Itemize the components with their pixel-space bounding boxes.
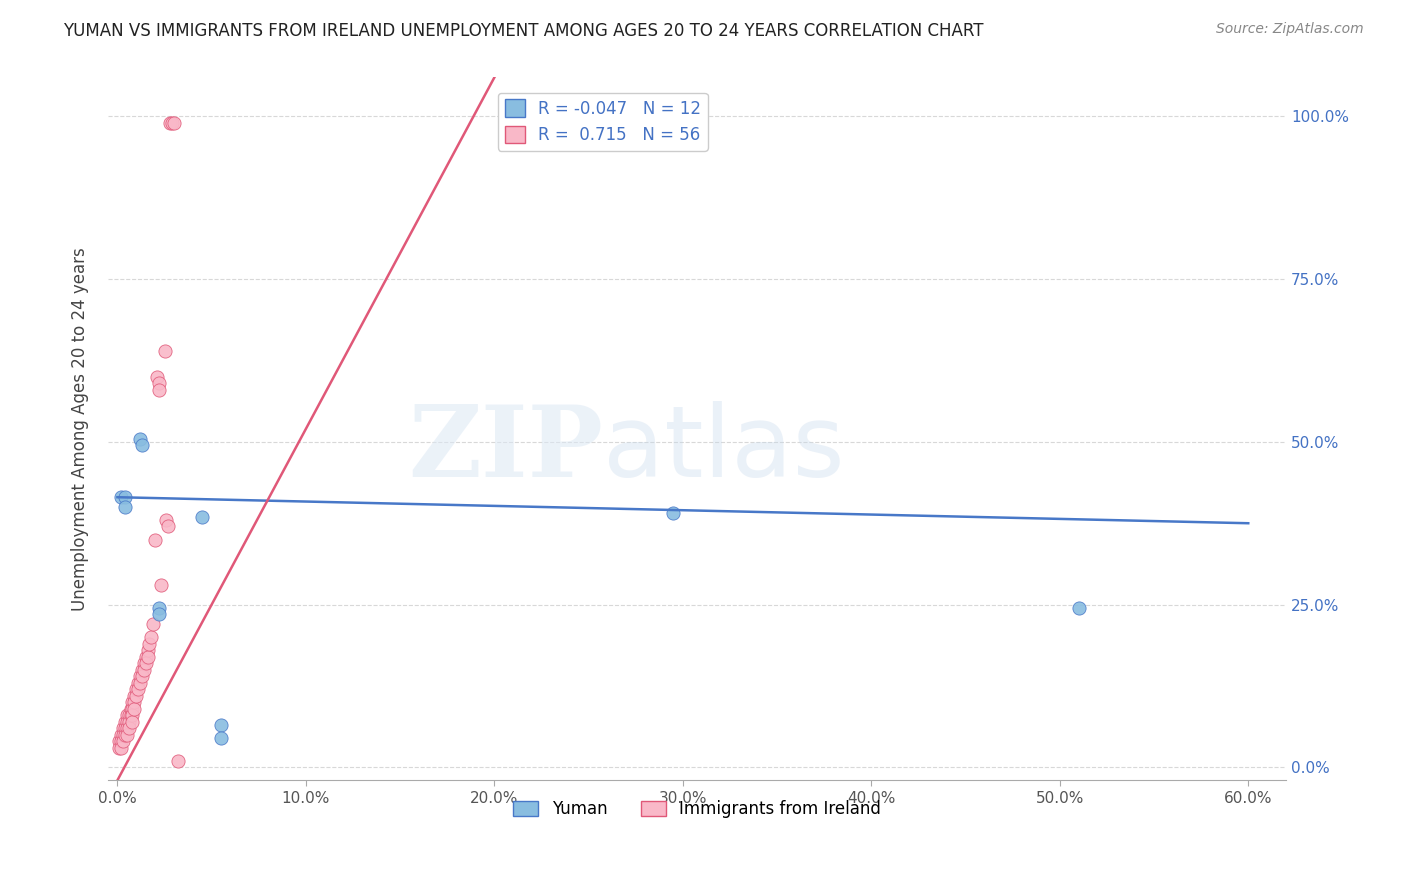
Point: [160, 116, 183, 130]
Point: [191, 509, 214, 524]
Point: [148, 376, 170, 391]
Point: [209, 718, 232, 732]
Text: atlas: atlas: [603, 401, 845, 499]
Text: Source: ZipAtlas.com: Source: ZipAtlas.com: [1216, 22, 1364, 37]
Text: ZIP: ZIP: [408, 401, 603, 499]
Point: [146, 369, 169, 384]
Point: [115, 721, 138, 735]
Point: [114, 490, 136, 504]
Y-axis label: Unemployment Among Ages 20 to 24 years: Unemployment Among Ages 20 to 24 years: [72, 247, 89, 611]
Point: [129, 675, 152, 690]
Point: [163, 116, 186, 130]
Point: [120, 702, 142, 716]
Point: [108, 734, 131, 748]
Point: [118, 708, 141, 723]
Point: [148, 600, 170, 615]
Point: [136, 649, 159, 664]
Point: [121, 708, 143, 723]
Text: YUMAN VS IMMIGRANTS FROM IRELAND UNEMPLOYMENT AMONG AGES 20 TO 24 YEARS CORRELAT: YUMAN VS IMMIGRANTS FROM IRELAND UNEMPLO…: [63, 22, 984, 40]
Point: [125, 682, 148, 697]
Point: [209, 731, 232, 745]
Point: [166, 754, 188, 768]
Point: [129, 432, 152, 446]
Point: [110, 740, 132, 755]
Point: [124, 695, 146, 709]
Point: [115, 708, 138, 723]
Point: [148, 607, 170, 622]
Point: [114, 728, 136, 742]
Point: [131, 663, 153, 677]
Point: [121, 714, 143, 729]
Point: [142, 617, 165, 632]
Point: [112, 734, 135, 748]
Point: [135, 656, 157, 670]
Point: [127, 682, 149, 697]
Point: [112, 721, 135, 735]
Point: [112, 728, 135, 742]
Legend: Yuman, Immigrants from Ireland: Yuman, Immigrants from Ireland: [506, 793, 887, 825]
Point: [141, 630, 163, 644]
Point: [114, 721, 136, 735]
Point: [110, 728, 132, 742]
Point: [138, 637, 160, 651]
Point: [121, 702, 143, 716]
Point: [114, 500, 136, 514]
Point: [127, 675, 149, 690]
Point: [118, 721, 141, 735]
Point: [148, 383, 170, 397]
Point: [110, 490, 132, 504]
Point: [121, 695, 143, 709]
Point: [662, 507, 685, 521]
Point: [131, 438, 153, 452]
Point: [124, 689, 146, 703]
Point: [1067, 600, 1090, 615]
Point: [115, 728, 138, 742]
Point: [124, 702, 146, 716]
Point: [115, 714, 138, 729]
Point: [136, 643, 159, 657]
Point: [110, 734, 132, 748]
Point: [149, 578, 172, 592]
Point: [108, 740, 131, 755]
Point: [125, 689, 148, 703]
Point: [157, 519, 180, 533]
Point: [118, 714, 141, 729]
Point: [132, 656, 155, 670]
Point: [129, 669, 152, 683]
Point: [143, 533, 166, 547]
Point: [131, 669, 153, 683]
Point: [114, 714, 136, 729]
Point: [159, 116, 181, 130]
Point: [155, 513, 177, 527]
Point: [153, 343, 176, 358]
Point: [132, 663, 155, 677]
Point: [120, 708, 142, 723]
Point: [135, 649, 157, 664]
